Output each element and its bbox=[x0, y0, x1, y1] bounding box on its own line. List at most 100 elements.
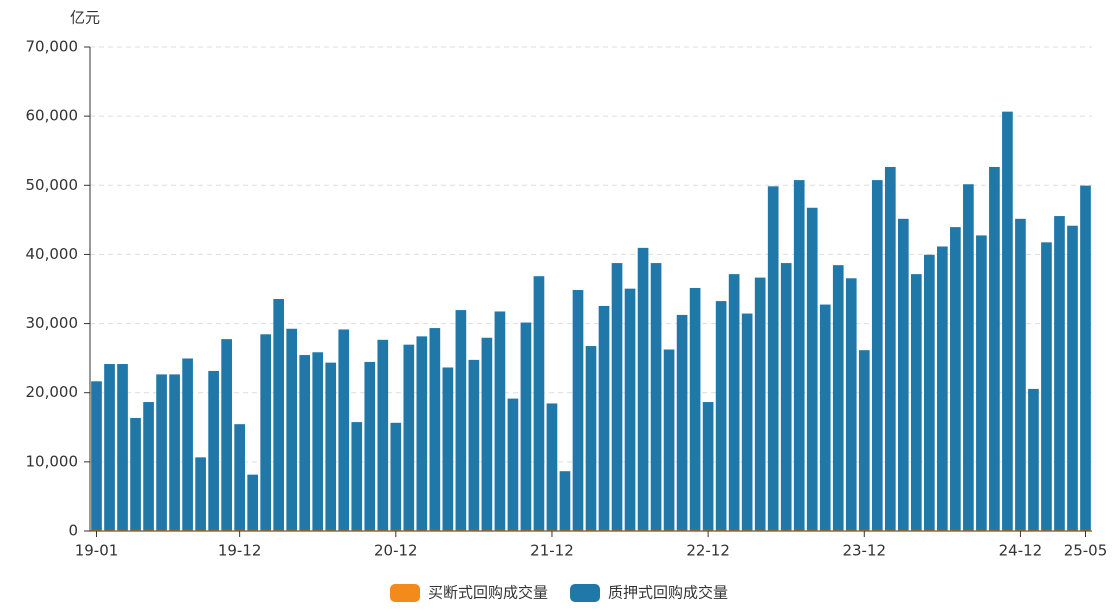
bar bbox=[989, 529, 1000, 531]
y-tick-label: 70,000 bbox=[26, 38, 79, 56]
bar bbox=[598, 529, 610, 531]
bar bbox=[117, 364, 128, 530]
bar bbox=[260, 334, 272, 530]
bar bbox=[637, 247, 649, 530]
bar bbox=[1054, 216, 1065, 530]
bar bbox=[858, 350, 870, 530]
bar bbox=[1015, 218, 1026, 530]
bar bbox=[754, 529, 766, 531]
bar bbox=[924, 529, 935, 531]
bar bbox=[208, 529, 219, 531]
bar bbox=[312, 352, 324, 530]
bar bbox=[403, 529, 415, 531]
bar bbox=[819, 304, 831, 530]
bar bbox=[637, 529, 649, 531]
x-tick-label: 20-12 bbox=[374, 542, 418, 560]
bar bbox=[221, 529, 232, 531]
bar bbox=[897, 529, 909, 531]
bar bbox=[663, 529, 675, 531]
bar bbox=[793, 529, 805, 531]
bar bbox=[559, 471, 571, 530]
bar bbox=[845, 278, 857, 530]
bar bbox=[845, 529, 857, 531]
bar bbox=[950, 227, 961, 530]
bar bbox=[884, 529, 896, 531]
bar bbox=[104, 364, 115, 530]
bar bbox=[520, 529, 532, 531]
bar bbox=[910, 274, 922, 530]
legend-label: 质押式回购成交量 bbox=[608, 584, 728, 602]
legend-swatch bbox=[570, 584, 601, 602]
bar bbox=[871, 529, 883, 531]
bar bbox=[871, 180, 883, 530]
bar bbox=[494, 529, 506, 531]
bar bbox=[897, 218, 909, 530]
bar bbox=[208, 370, 219, 530]
bar bbox=[416, 336, 428, 530]
bar bbox=[351, 422, 363, 530]
bar bbox=[963, 184, 974, 530]
bar bbox=[676, 314, 688, 530]
bar bbox=[1028, 529, 1039, 531]
x-tick-label: 19-12 bbox=[218, 542, 262, 560]
bar bbox=[1028, 388, 1039, 530]
bar bbox=[715, 301, 727, 530]
bar bbox=[1015, 529, 1026, 531]
bar bbox=[884, 166, 896, 530]
bar bbox=[924, 254, 935, 530]
bar bbox=[221, 339, 232, 530]
bar bbox=[598, 305, 610, 530]
bar bbox=[1002, 111, 1013, 530]
bar bbox=[91, 529, 102, 531]
bar bbox=[976, 529, 987, 531]
bar bbox=[806, 207, 818, 530]
bar bbox=[585, 346, 597, 530]
bar bbox=[819, 529, 831, 531]
bar bbox=[1067, 529, 1078, 531]
bar bbox=[546, 403, 558, 530]
bar bbox=[182, 529, 193, 531]
bar bbox=[1080, 529, 1091, 531]
x-tick-label: 19-01 bbox=[75, 542, 119, 560]
bar bbox=[312, 529, 324, 531]
bar bbox=[455, 529, 467, 531]
bar bbox=[455, 310, 467, 530]
bar bbox=[937, 246, 948, 530]
bar bbox=[442, 367, 454, 530]
bar bbox=[728, 529, 740, 531]
y-tick-label: 20,000 bbox=[26, 383, 79, 401]
bar bbox=[195, 457, 206, 530]
bar bbox=[156, 374, 167, 530]
bar bbox=[572, 529, 584, 531]
legend-swatch bbox=[390, 584, 420, 602]
bar bbox=[429, 529, 441, 531]
bar bbox=[689, 529, 701, 531]
bar bbox=[741, 529, 753, 531]
bar bbox=[767, 186, 779, 530]
y-tick-label: 10,000 bbox=[26, 452, 79, 470]
bar bbox=[520, 322, 532, 530]
bar bbox=[976, 235, 987, 530]
bar bbox=[663, 349, 675, 530]
bar bbox=[325, 362, 337, 530]
bar bbox=[143, 402, 154, 530]
bar bbox=[585, 529, 597, 531]
bar bbox=[1041, 529, 1052, 531]
bar bbox=[325, 529, 337, 531]
bar bbox=[377, 529, 389, 531]
bar bbox=[624, 529, 636, 531]
bar bbox=[416, 529, 428, 531]
bar bbox=[950, 529, 961, 531]
bar bbox=[390, 529, 402, 531]
bar bbox=[299, 529, 311, 531]
y-axis-label: 亿元 bbox=[70, 9, 100, 27]
bar bbox=[559, 529, 571, 531]
bar bbox=[533, 276, 545, 530]
bar bbox=[156, 529, 167, 531]
x-tick-label: 24-12 bbox=[999, 542, 1043, 560]
y-tick-label: 30,000 bbox=[26, 314, 79, 332]
bar bbox=[858, 529, 870, 531]
x-tick-label: 22-12 bbox=[686, 542, 730, 560]
bar bbox=[728, 274, 740, 530]
